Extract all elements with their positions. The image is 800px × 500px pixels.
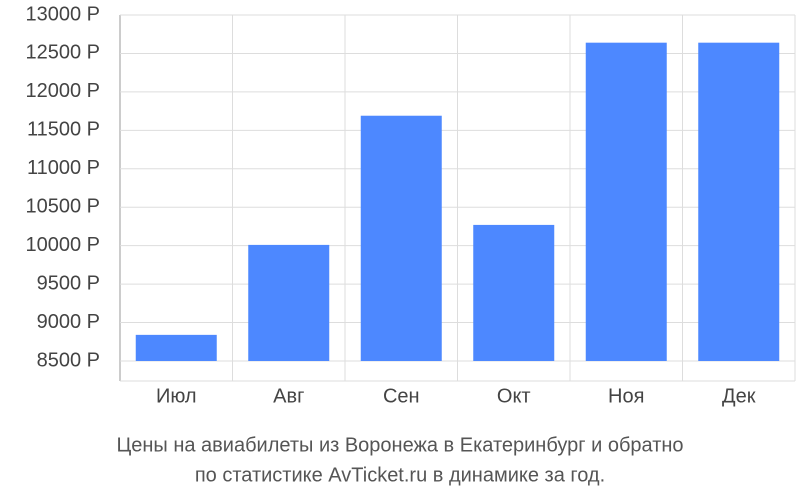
- x-tick-label: Авг: [273, 385, 304, 407]
- x-tick-label: Окт: [497, 385, 531, 407]
- x-tick-label: Июл: [156, 385, 197, 407]
- y-tick-label: 11500 Р: [27, 119, 100, 141]
- chart-title: по статистике AvTicket.ru в динамике за …: [195, 464, 605, 486]
- bar: [360, 115, 442, 361]
- y-tick-label: 11000 Р: [27, 157, 100, 179]
- y-tick-label: 12000 Р: [25, 80, 100, 102]
- x-tick-label: Сен: [383, 385, 420, 407]
- y-tick-label: 9500 Р: [37, 272, 100, 294]
- x-tick-label: Ноя: [608, 385, 644, 407]
- bar: [135, 334, 217, 361]
- y-tick-label: 10500 Р: [25, 196, 100, 218]
- x-tick-label: Дек: [722, 385, 756, 407]
- bar: [473, 224, 555, 361]
- bar: [248, 244, 330, 361]
- bar: [698, 42, 780, 362]
- y-tick-label: 13000 Р: [25, 3, 100, 25]
- y-tick-label: 9000 Р: [37, 311, 100, 333]
- y-tick-label: 10000 Р: [25, 234, 100, 256]
- chart-title: Цены на авиабилеты из Воронежа в Екатери…: [116, 434, 683, 456]
- bar: [585, 42, 667, 362]
- y-tick-label: 8500 Р: [37, 349, 100, 371]
- y-tick-label: 12500 Р: [25, 42, 100, 64]
